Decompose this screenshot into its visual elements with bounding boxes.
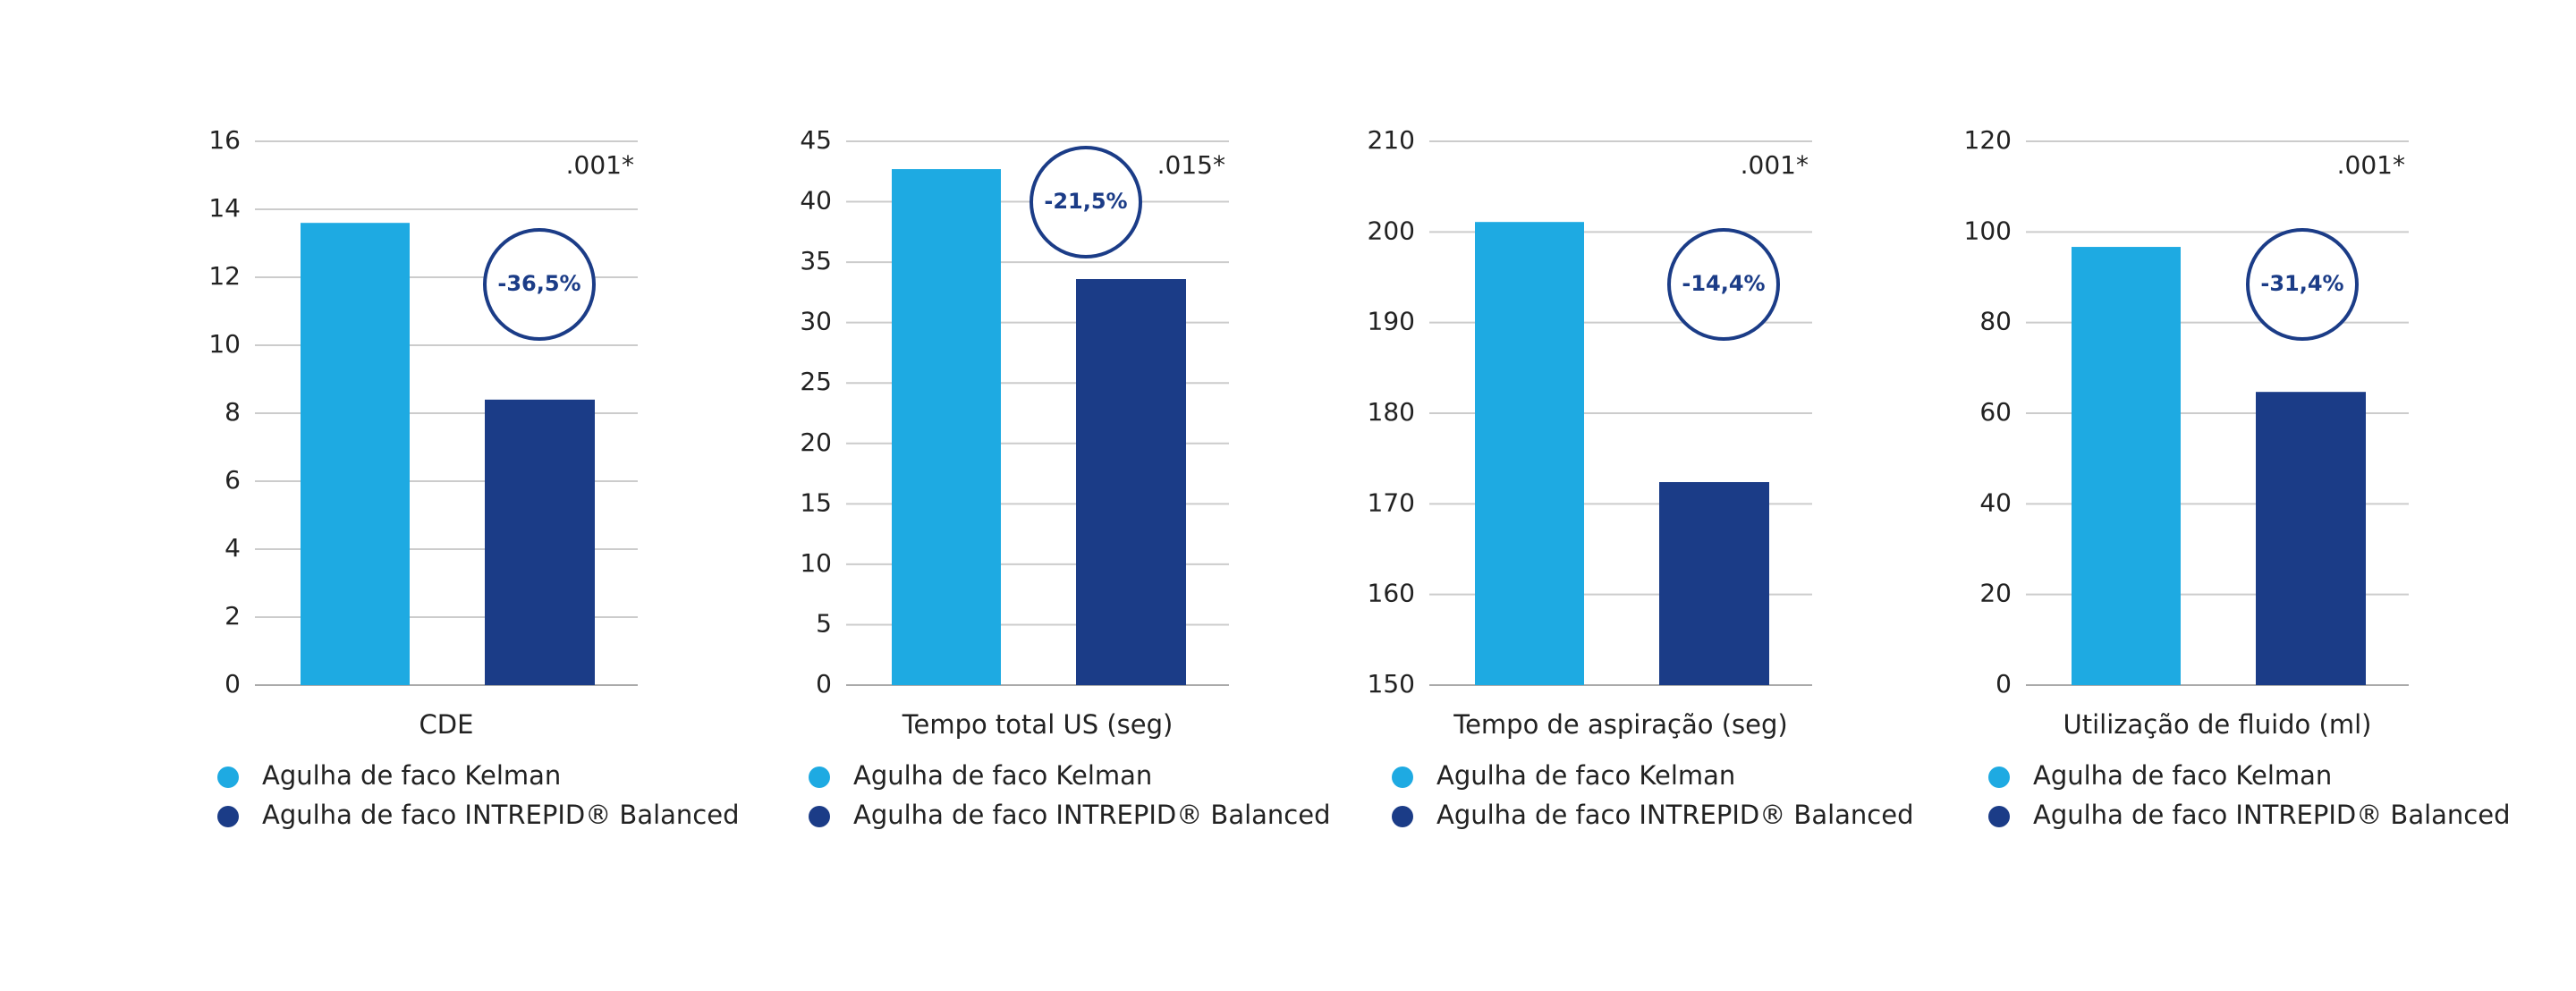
legend-marker: [217, 767, 239, 788]
y-tick-label: 30: [800, 307, 832, 336]
y-tick-label: 160: [1368, 579, 1415, 608]
bar: [1475, 222, 1584, 686]
y-tick-label: 20: [800, 428, 832, 457]
y-tick-label: 40: [1979, 487, 2012, 517]
x-axis-label: Utilização de fluido (ml): [2063, 709, 2372, 740]
bar: [2072, 247, 2181, 685]
change-label: -31,4%: [2260, 271, 2343, 296]
legend-label: Agulha de faco Kelman: [262, 760, 561, 791]
legend-label: Agulha de faco Kelman: [2033, 760, 2332, 791]
y-tick-label: 0: [225, 669, 241, 699]
change-badge: [483, 228, 596, 341]
y-tick-label: 12: [208, 261, 241, 291]
legend-marker: [809, 806, 830, 827]
y-tick-label: 170: [1368, 487, 1415, 517]
legend-marker: [217, 806, 239, 827]
y-tick-label: 40: [800, 186, 832, 216]
p-value: .015*: [1157, 150, 1225, 180]
y-tick-label: 0: [816, 669, 832, 699]
y-tick-label: 180: [1368, 397, 1415, 427]
legend-label: Agulha de faco INTREPID® Balanced: [853, 800, 1331, 830]
legend-label: Agulha de faco INTREPID® Balanced: [1436, 800, 1914, 830]
chart-panel: 0 20 40 60 80 100 120 .001* -31,4% Utilização de …: [1964, 125, 2511, 830]
change-badge: [1030, 146, 1142, 258]
bar: [1659, 482, 1769, 685]
y-tick-label: 35: [800, 246, 832, 275]
y-tick-label: 25: [800, 367, 832, 396]
y-tick-label: 6: [225, 465, 241, 495]
x-axis-label: CDE: [419, 709, 474, 740]
y-tick-label: 200: [1368, 216, 1415, 245]
change-label: -21,5%: [1044, 189, 1127, 214]
p-value: .001*: [1741, 150, 1809, 180]
y-tick-label: 0: [1996, 669, 2012, 699]
chart-panel: 0 2 4 6 8 10 12 14 16 .001* -36,5% CDE Agulha de fac…: [208, 125, 739, 830]
legend-label: Agulha de faco Kelman: [1436, 760, 1735, 791]
p-value: .001*: [2337, 150, 2405, 180]
p-value: .001*: [566, 150, 634, 180]
y-tick-label: 10: [208, 329, 241, 359]
y-tick-label: 210: [1368, 125, 1415, 155]
y-tick-label: 150: [1368, 669, 1415, 699]
bar: [2256, 392, 2366, 685]
legend-label: Agulha de faco INTREPID® Balanced: [2033, 800, 2511, 830]
change-label: -36,5%: [497, 271, 580, 296]
y-tick-label: 20: [1979, 579, 2012, 608]
chart-panel: 150 160 170 180 190 200 210 .001* -14,4% Tempo de…: [1368, 125, 1914, 830]
legend-marker: [1392, 806, 1413, 827]
legend-marker: [809, 767, 830, 788]
bar: [892, 169, 1001, 685]
legend-marker: [1988, 767, 2010, 788]
y-tick-label: 190: [1368, 307, 1415, 336]
y-tick-label: 120: [1964, 125, 2012, 155]
y-tick-label: 100: [1964, 216, 2012, 245]
y-tick-label: 4: [225, 533, 241, 563]
change-label: -14,4%: [1682, 271, 1765, 296]
x-axis-label: Tempo de aspiração (seg): [1453, 709, 1787, 740]
y-tick-label: 60: [1979, 397, 2012, 427]
y-tick-label: 14: [208, 193, 241, 223]
bar: [485, 399, 595, 685]
y-tick-label: 45: [800, 125, 832, 155]
x-axis-label: Tempo total US (seg): [902, 709, 1174, 740]
y-tick-label: 8: [225, 397, 241, 427]
bar: [301, 223, 410, 685]
legend-marker: [1988, 806, 2010, 827]
y-tick-label: 2: [225, 601, 241, 631]
change-badge: [1667, 228, 1780, 341]
y-tick-label: 15: [800, 487, 832, 517]
bar: [1076, 279, 1186, 685]
legend-marker: [1392, 767, 1413, 788]
y-tick-label: 5: [816, 608, 832, 638]
y-tick-label: 80: [1979, 307, 2012, 336]
change-badge: [2246, 228, 2359, 341]
legend-label: Agulha de faco Kelman: [853, 760, 1152, 791]
legend-label: Agulha de faco INTREPID® Balanced: [262, 800, 740, 830]
chart-panel: 0 5 10 15 20 25 30 35 40 45 .015* -21,5% Tempo total…: [800, 125, 1330, 830]
y-tick-label: 10: [800, 548, 832, 578]
y-tick-label: 16: [208, 125, 241, 155]
